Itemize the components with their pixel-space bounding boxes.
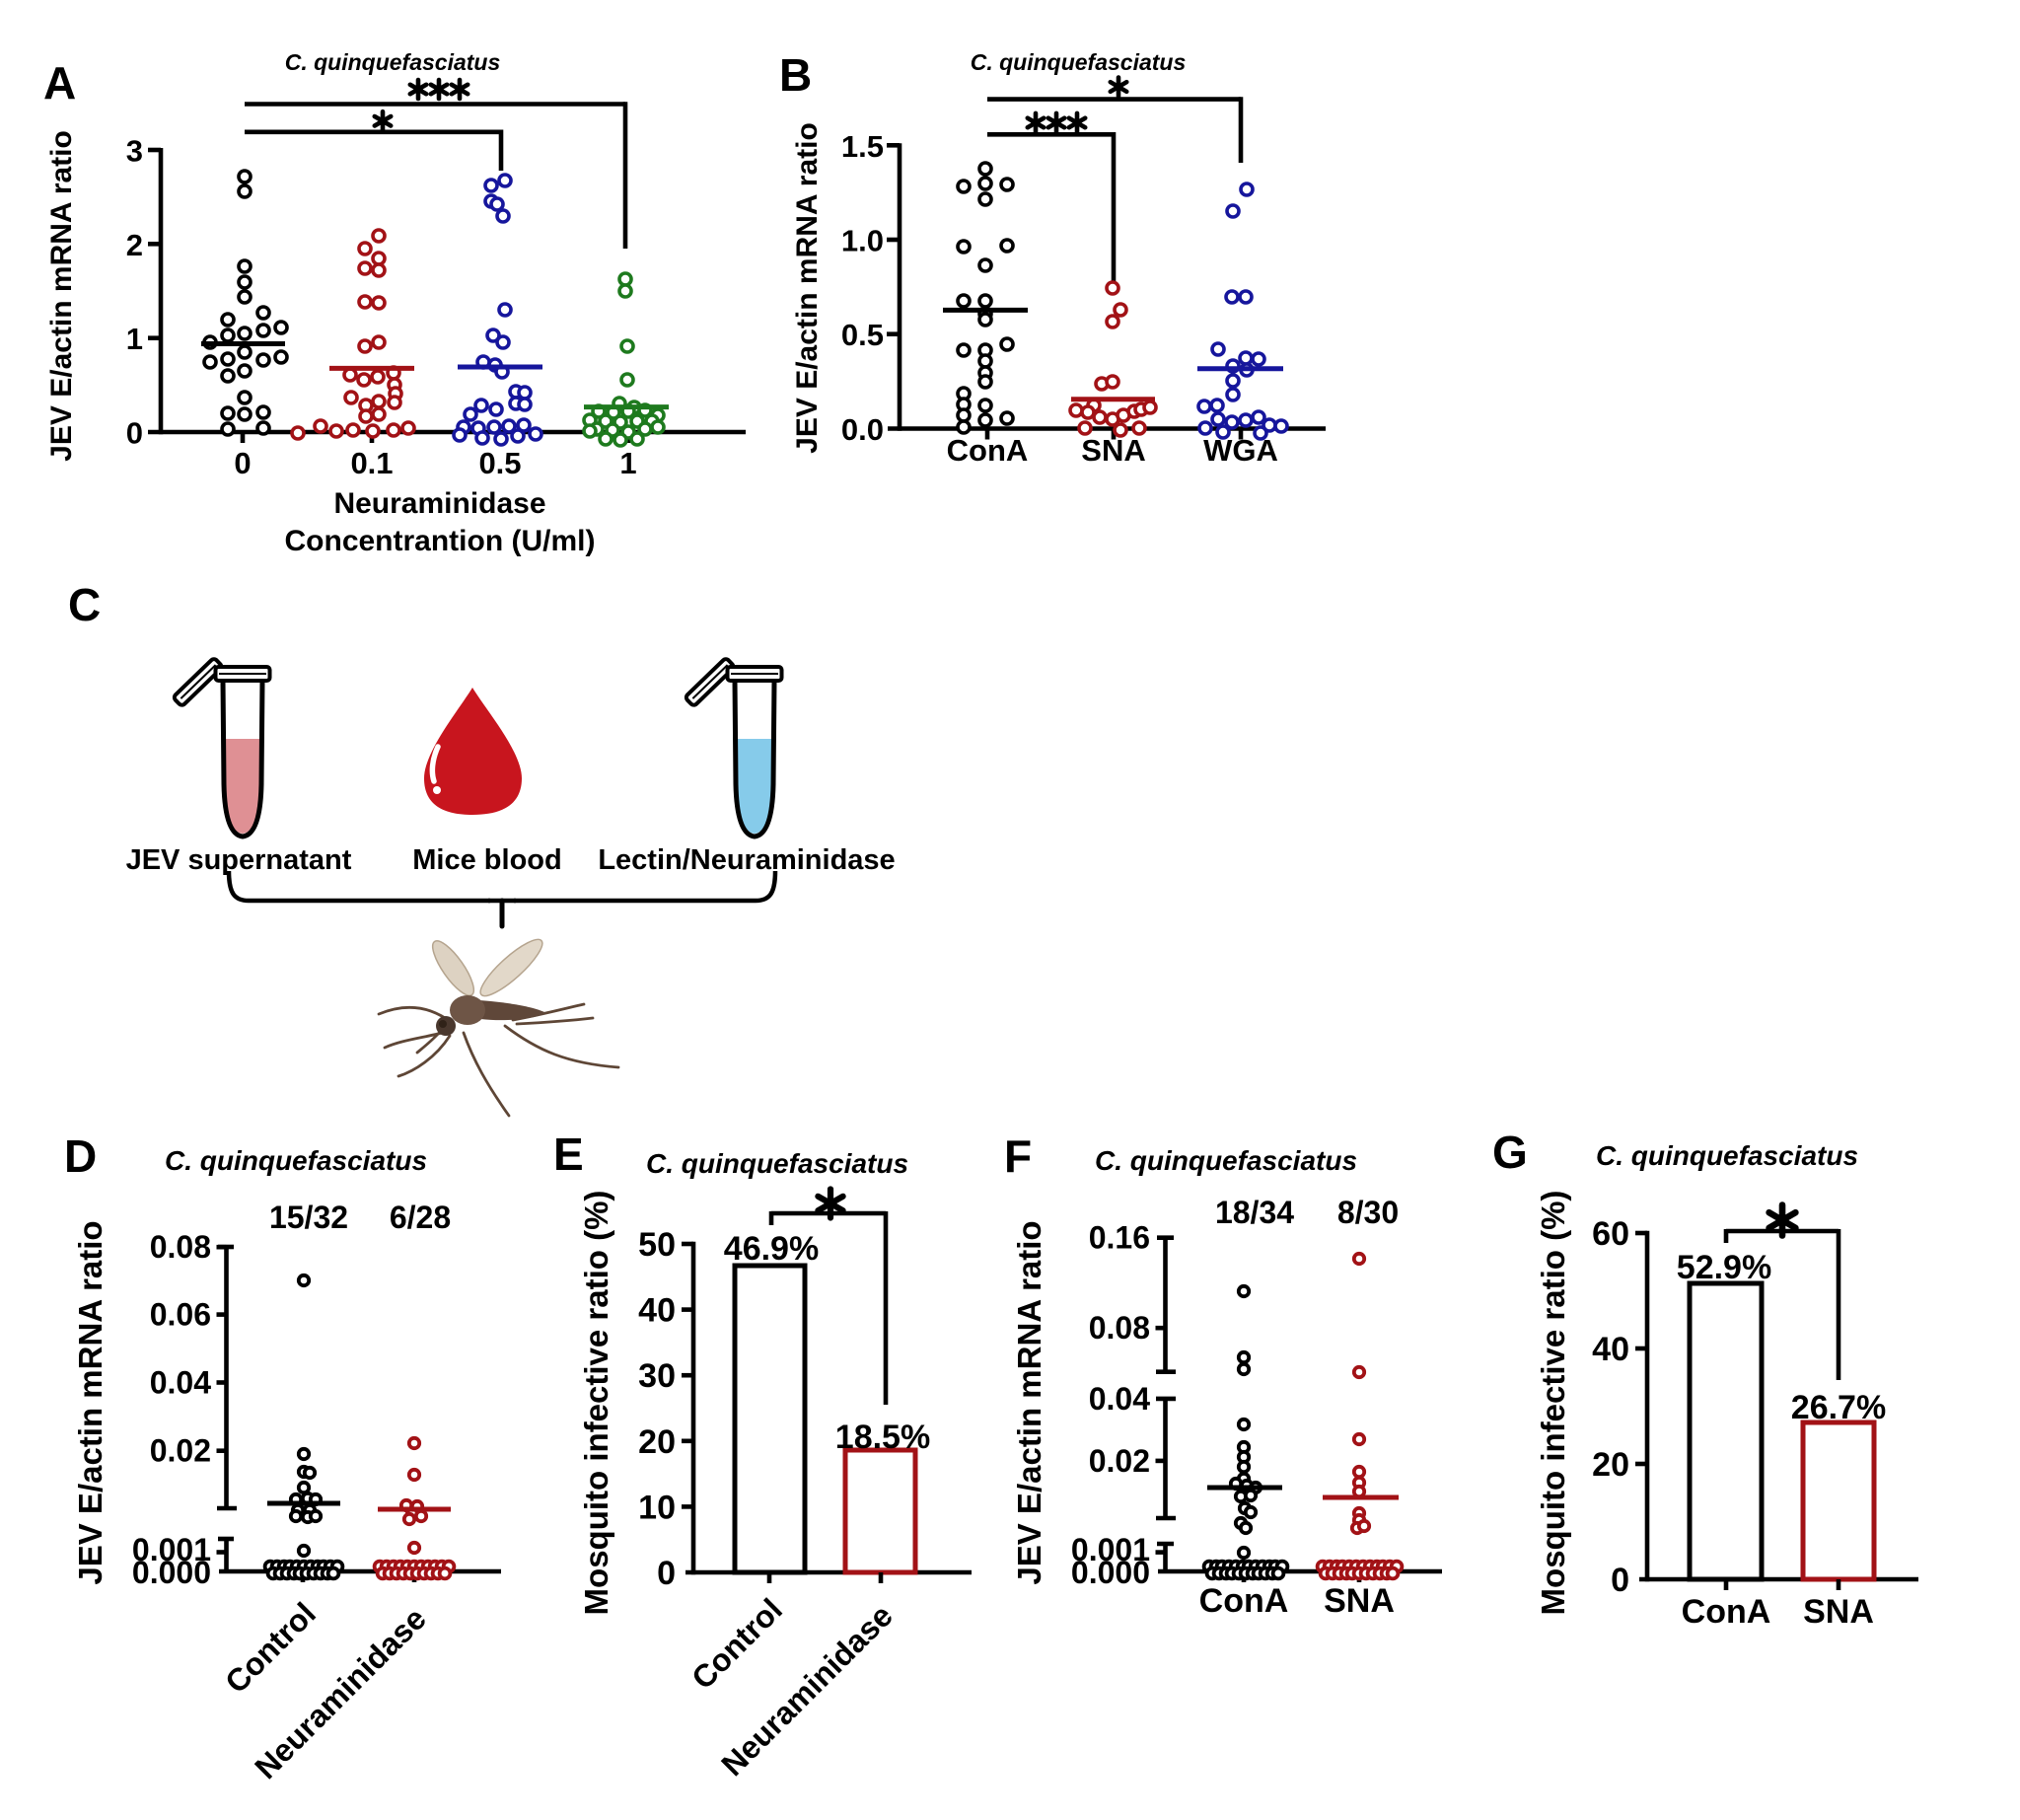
svg-text:C. quinquefasciatus: C. quinquefasciatus xyxy=(971,49,1187,75)
svg-text:JEV E/actin mRNA ratio: JEV E/actin mRNA ratio xyxy=(1011,1220,1047,1584)
svg-text:0.001: 0.001 xyxy=(132,1532,211,1567)
svg-text:18/34: 18/34 xyxy=(1215,1195,1294,1230)
svg-text:JEV supernatant: JEV supernatant xyxy=(126,844,352,876)
svg-text:46.9%: 46.9% xyxy=(724,1230,819,1268)
svg-text:Concentrantion (U/ml): Concentrantion (U/ml) xyxy=(285,525,596,557)
svg-text:C. quinquefasciatus: C. quinquefasciatus xyxy=(285,49,501,75)
svg-text:20: 20 xyxy=(638,1423,676,1461)
svg-text:G: G xyxy=(1492,1127,1528,1178)
svg-text:Lectin/Neuraminidase: Lectin/Neuraminidase xyxy=(598,844,895,876)
svg-text:1.5: 1.5 xyxy=(841,129,884,164)
svg-text:SNA: SNA xyxy=(1803,1593,1874,1631)
svg-text:B: B xyxy=(779,49,812,101)
svg-text:0.02: 0.02 xyxy=(150,1433,211,1469)
svg-text:26.7%: 26.7% xyxy=(1791,1389,1886,1426)
svg-text:1.0: 1.0 xyxy=(841,224,884,258)
svg-text:2: 2 xyxy=(126,228,143,262)
svg-text:0: 0 xyxy=(657,1555,676,1592)
svg-text:ConA: ConA xyxy=(947,433,1029,468)
svg-text:E: E xyxy=(553,1128,584,1180)
svg-text:0.001: 0.001 xyxy=(1071,1532,1150,1567)
svg-text:52.9%: 52.9% xyxy=(1677,1249,1771,1286)
svg-text:0: 0 xyxy=(1611,1562,1629,1599)
svg-text:Mosquito infective ratio (%): Mosquito infective ratio (%) xyxy=(578,1191,614,1616)
svg-text:C. quinquefasciatus: C. quinquefasciatus xyxy=(646,1148,908,1179)
svg-text:Mice blood: Mice blood xyxy=(412,844,561,876)
svg-text:SNA: SNA xyxy=(1324,1582,1395,1620)
svg-text:20: 20 xyxy=(1592,1446,1629,1484)
svg-text:Neuraminidase: Neuraminidase xyxy=(333,487,545,520)
svg-text:0.08: 0.08 xyxy=(150,1229,211,1265)
svg-text:0: 0 xyxy=(126,416,143,451)
svg-text:0.04: 0.04 xyxy=(150,1365,211,1401)
svg-text:6/28: 6/28 xyxy=(390,1200,451,1235)
svg-text:8/30: 8/30 xyxy=(1337,1195,1399,1230)
svg-text:WGA: WGA xyxy=(1203,433,1278,468)
svg-text:40: 40 xyxy=(1592,1331,1629,1368)
svg-text:3: 3 xyxy=(126,134,143,169)
svg-text:0.06: 0.06 xyxy=(150,1297,211,1333)
svg-text:50: 50 xyxy=(638,1226,676,1264)
svg-text:0.1: 0.1 xyxy=(350,446,393,480)
svg-text:JEV E/actin mRNA ratio: JEV E/actin mRNA ratio xyxy=(72,1220,108,1584)
svg-text:1: 1 xyxy=(126,322,143,356)
svg-text:C: C xyxy=(68,579,101,630)
svg-text:D: D xyxy=(64,1130,97,1182)
svg-text:0.04: 0.04 xyxy=(1089,1381,1150,1417)
svg-text:C. quinquefasciatus: C. quinquefasciatus xyxy=(165,1145,427,1176)
svg-text:0.16: 0.16 xyxy=(1089,1220,1150,1256)
svg-text:ConA: ConA xyxy=(1199,1582,1289,1620)
svg-text:18.5%: 18.5% xyxy=(835,1419,930,1456)
svg-text:F: F xyxy=(1004,1130,1032,1182)
svg-text:0.5: 0.5 xyxy=(841,318,884,352)
svg-text:40: 40 xyxy=(638,1292,676,1330)
svg-text:A: A xyxy=(43,57,76,109)
svg-text:0.08: 0.08 xyxy=(1089,1310,1150,1346)
svg-text:15/32: 15/32 xyxy=(269,1200,348,1235)
svg-text:0.0: 0.0 xyxy=(841,412,884,447)
svg-text:0.5: 0.5 xyxy=(478,446,521,480)
svg-text:0.02: 0.02 xyxy=(1089,1443,1150,1479)
svg-text:60: 60 xyxy=(1592,1215,1629,1253)
svg-text:C. quinquefasciatus: C. quinquefasciatus xyxy=(1596,1140,1858,1171)
svg-text:0.000: 0.000 xyxy=(132,1555,211,1590)
svg-text:ConA: ConA xyxy=(1682,1593,1771,1631)
svg-text:0.000: 0.000 xyxy=(1071,1555,1150,1590)
svg-text:JEV E/actin mRNA ratio: JEV E/actin mRNA ratio xyxy=(45,130,78,462)
svg-text:30: 30 xyxy=(638,1357,676,1395)
svg-text:SNA: SNA xyxy=(1081,433,1145,468)
svg-text:10: 10 xyxy=(638,1489,676,1526)
svg-text:Mosquito infective ratio (%): Mosquito infective ratio (%) xyxy=(1535,1191,1571,1616)
svg-text:C. quinquefasciatus: C. quinquefasciatus xyxy=(1095,1145,1357,1176)
svg-text:JEV E/actin mRNA ratio: JEV E/actin mRNA ratio xyxy=(791,122,824,454)
svg-text:0: 0 xyxy=(234,446,251,480)
svg-text:1: 1 xyxy=(619,446,636,480)
